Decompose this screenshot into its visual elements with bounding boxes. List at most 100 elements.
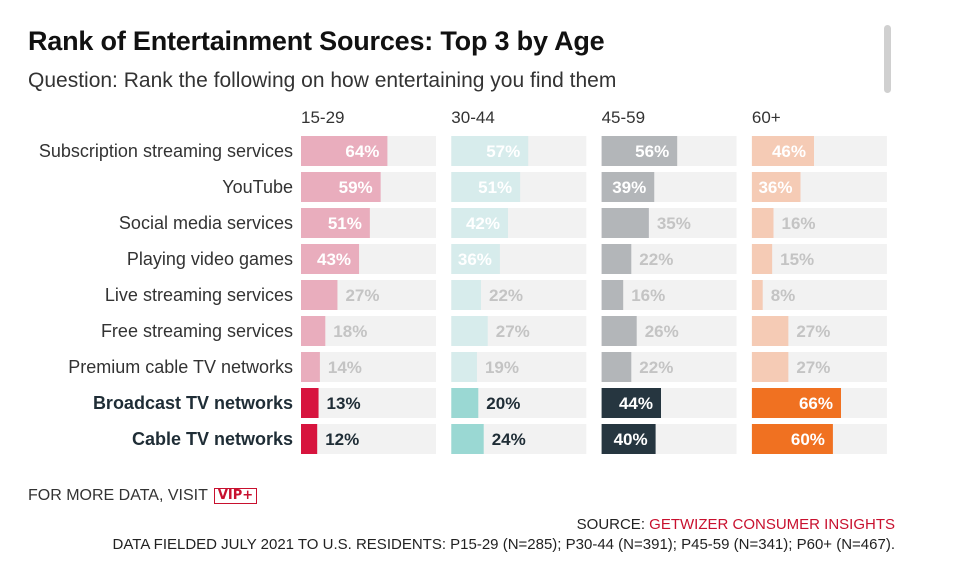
bar-30-44-0 [451,136,529,166]
bar-15-29-7 [301,388,319,418]
bar-track-60-2 [751,208,887,238]
data-label-30-44-3: 36% [458,250,492,269]
data-label-60-3: 15% [780,250,814,269]
bar-15-29-5 [301,316,326,346]
data-label-30-44-5: 27% [496,322,530,341]
bar-track-60-4 [751,280,887,310]
category-label-live-streaming-services: Live streaming services [105,285,293,305]
bar-45-59-5 [601,316,637,346]
data-label-15-29-0: 64% [345,142,379,161]
bar-60-7 [751,388,841,418]
category-label-free-streaming-services: Free streaming services [101,321,293,341]
category-label-premium-cable-tv-networks: Premium cable TV networks [68,357,293,377]
bar-15-29-4 [301,280,338,310]
more-data-text: FOR MORE DATA, VISIT [28,487,208,504]
chart-subtitle: Question: Rank the following on how ente… [28,69,617,92]
vip-badge-link[interactable]: VIP+ [213,488,258,504]
bar-60-4 [751,280,763,310]
data-label-45-59-0: 56% [635,142,669,161]
bar-15-29-2 [301,208,370,238]
bar-track-45-59-4 [601,280,737,310]
data-label-60-5: 27% [796,322,830,341]
bar-chart: Subscription streaming services YouTube So… [39,108,887,454]
bar-60-6 [751,352,789,382]
bar-60-2 [751,208,774,238]
source-label: SOURCE: [576,516,645,533]
category-label-social-media-services: Social media services [119,213,293,233]
bar-45-59-6 [601,352,632,382]
bar-30-44-4 [451,280,481,310]
data-label-60-1: 36% [758,178,792,197]
column-header-60: 60+ [752,108,781,127]
bar-45-59-8 [601,424,656,454]
data-label-60-6: 27% [796,358,830,377]
bar-30-44-6 [451,352,477,382]
data-label-30-44-1: 51% [478,178,512,197]
data-label-30-44-6: 19% [485,358,519,377]
bar-45-59-1 [601,172,655,202]
bar-15-29-0 [301,136,388,166]
bar-30-44-1 [451,172,521,202]
chart-title: Rank of Entertainment Sources: Top 3 by … [28,26,605,56]
category-label-subscription-streaming-services: Subscription streaming services [39,141,293,161]
bar-45-59-2 [601,208,649,238]
data-label-60-8: 60% [791,430,825,449]
bar-15-29-3 [301,244,360,274]
data-label-45-59-7: 44% [619,394,653,413]
data-label-30-44-8: 24% [492,430,526,449]
column-header-45-59: 45-59 [602,108,645,127]
bar-45-59-7 [601,388,661,418]
data-label-45-59-5: 26% [645,322,679,341]
bar-60-3 [751,244,773,274]
data-label-15-29-2: 51% [328,214,362,233]
data-label-30-44-7: 20% [486,394,520,413]
bar-track-60-3 [751,244,887,274]
bar-30-44-2 [451,208,508,238]
data-label-45-59-3: 22% [639,250,673,269]
bar-15-29-6 [301,352,320,382]
data-label-15-29-8: 12% [325,430,359,449]
data-label-45-59-8: 40% [614,430,648,449]
bar-30-44-8 [451,424,484,454]
data-label-60-2: 16% [782,214,816,233]
data-label-45-59-2: 35% [657,214,691,233]
bar-track-15-29-6 [301,352,436,382]
fielded-note: DATA FIELDED JULY 2021 TO U.S. RESIDENTS… [112,536,895,553]
category-label-cable-tv-networks: Cable TV networks [132,429,293,449]
data-label-15-29-1: 59% [339,178,373,197]
source-line: SOURCE: GETWIZER CONSUMER INSIGHTS [577,516,895,533]
bar-45-59-0 [601,136,678,166]
data-label-15-29-6: 14% [328,358,362,377]
data-label-45-59-4: 16% [631,286,665,305]
category-label-broadcast-tv-networks: Broadcast TV networks [93,393,293,413]
data-label-15-29-5: 18% [333,322,367,341]
bar-15-29-8 [301,424,318,454]
data-label-30-44-2: 42% [466,214,500,233]
bar-45-59-4 [601,280,624,310]
bar-30-44-5 [451,316,488,346]
category-label-youtube: YouTube [222,177,293,197]
column-header-15-29: 15-29 [301,108,344,127]
data-label-15-29-3: 43% [317,250,351,269]
source-org: GETWIZER CONSUMER INSIGHTS [649,516,895,533]
bar-45-59-3 [601,244,632,274]
data-label-15-29-7: 13% [327,394,361,413]
bar-track-15-29-7 [301,388,436,418]
data-label-30-44-4: 22% [489,286,523,305]
more-data-note: FOR MORE DATA, VISIT VIP+ [28,487,258,505]
data-label-45-59-1: 39% [612,178,646,197]
data-label-60-7: 66% [799,394,833,413]
data-label-60-0: 46% [772,142,806,161]
scrollbar-thumb[interactable] [884,25,891,93]
data-label-60-4: 8% [771,286,796,305]
bar-60-1 [751,172,801,202]
data-label-15-29-4: 27% [345,286,379,305]
bar-60-0 [751,136,814,166]
data-label-45-59-6: 22% [639,358,673,377]
bar-60-8 [751,424,833,454]
bar-30-44-7 [451,388,479,418]
category-label-playing-video-games: Playing video games [127,249,293,269]
data-label-30-44-0: 57% [486,142,520,161]
bar-30-44-3 [451,244,500,274]
bar-15-29-1 [301,172,381,202]
